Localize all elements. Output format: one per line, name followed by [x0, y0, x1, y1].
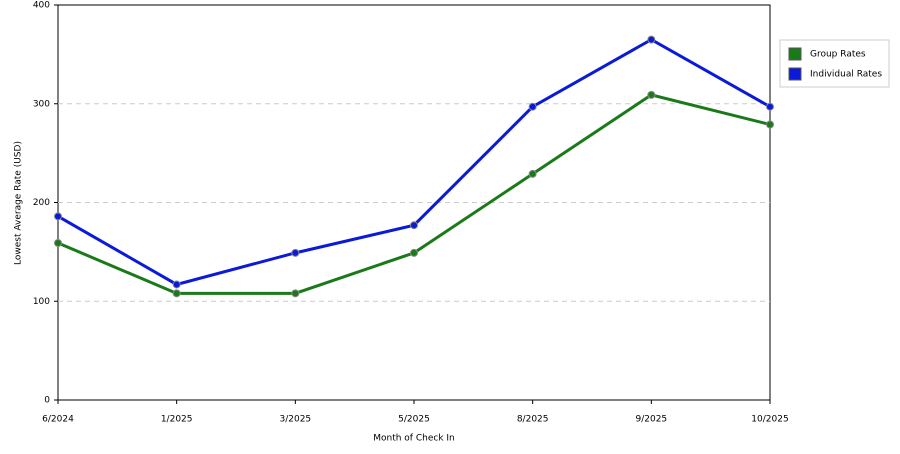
x-tick-label: 6/2024 — [42, 415, 74, 425]
point — [172, 280, 181, 289]
y-tick-label: 300 — [33, 99, 50, 109]
point — [766, 102, 774, 111]
point — [528, 102, 537, 111]
y-tick-label: 0 — [44, 396, 50, 406]
y-tick-label: 200 — [33, 198, 50, 208]
point — [766, 120, 774, 129]
point — [54, 238, 62, 247]
x-axis-label: Month of Check In — [373, 434, 455, 444]
point — [291, 248, 300, 257]
x-tick-label: 8/2025 — [517, 415, 549, 425]
y-tick-label: 400 — [33, 1, 50, 11]
point — [528, 169, 537, 178]
x-tick-label: 3/2025 — [279, 415, 311, 425]
series-line — [57, 93, 771, 295]
x-tick-label: 10/2025 — [751, 415, 788, 425]
legend-label: Individual Rates — [810, 70, 882, 80]
point — [647, 35, 656, 44]
point — [54, 212, 62, 221]
y-axis-label: Lowest Average Rate (USD) — [14, 141, 24, 265]
y-tick-label: 100 — [33, 297, 50, 307]
series-line — [57, 37, 771, 287]
legend-label: Group Rates — [810, 50, 866, 60]
legend-swatch — [788, 47, 802, 61]
point — [291, 289, 300, 298]
x-tick-label: 5/2025 — [398, 415, 430, 425]
point — [410, 221, 418, 230]
x-tick-label: 1/2025 — [161, 415, 193, 425]
point — [647, 90, 656, 99]
legend-swatch — [788, 67, 802, 81]
x-tick-label: 9/2025 — [635, 415, 667, 425]
point — [172, 289, 181, 298]
point — [410, 248, 418, 257]
